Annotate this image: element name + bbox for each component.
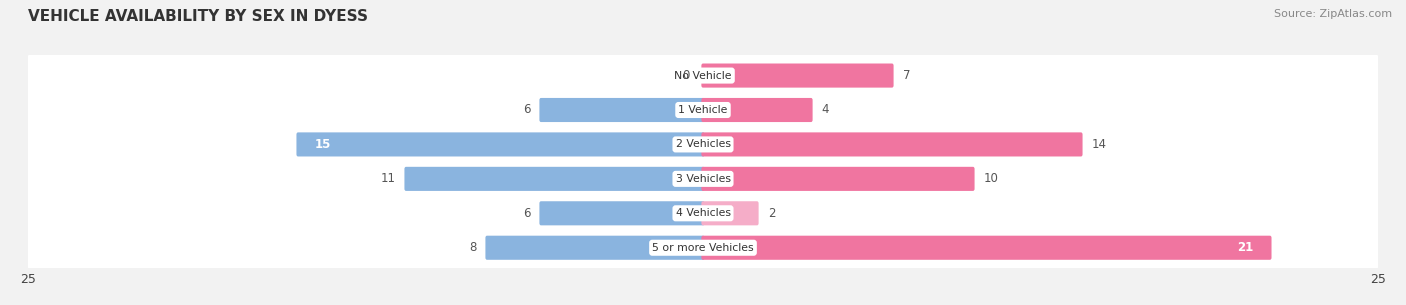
FancyBboxPatch shape bbox=[27, 192, 1379, 234]
Text: 21: 21 bbox=[1237, 241, 1254, 254]
Text: 14: 14 bbox=[1091, 138, 1107, 151]
Text: 6: 6 bbox=[523, 103, 530, 117]
FancyBboxPatch shape bbox=[27, 158, 1379, 200]
Text: 8: 8 bbox=[468, 241, 477, 254]
Text: 0: 0 bbox=[682, 69, 689, 82]
Text: No Vehicle: No Vehicle bbox=[675, 70, 731, 81]
FancyBboxPatch shape bbox=[297, 132, 704, 156]
FancyBboxPatch shape bbox=[702, 201, 759, 225]
FancyBboxPatch shape bbox=[702, 132, 1083, 156]
Text: 6: 6 bbox=[523, 207, 530, 220]
Text: 2 Vehicles: 2 Vehicles bbox=[675, 139, 731, 149]
FancyBboxPatch shape bbox=[540, 201, 704, 225]
FancyBboxPatch shape bbox=[27, 124, 1379, 165]
FancyBboxPatch shape bbox=[27, 55, 1379, 97]
FancyBboxPatch shape bbox=[27, 89, 1379, 131]
FancyBboxPatch shape bbox=[702, 167, 974, 191]
FancyBboxPatch shape bbox=[540, 98, 704, 122]
Text: 10: 10 bbox=[984, 172, 998, 185]
Text: 4 Vehicles: 4 Vehicles bbox=[675, 208, 731, 218]
Text: 2: 2 bbox=[768, 207, 775, 220]
Text: 4: 4 bbox=[821, 103, 830, 117]
FancyBboxPatch shape bbox=[485, 236, 704, 260]
Text: 15: 15 bbox=[315, 138, 330, 151]
FancyBboxPatch shape bbox=[702, 63, 894, 88]
Text: 5 or more Vehicles: 5 or more Vehicles bbox=[652, 243, 754, 253]
Text: 11: 11 bbox=[380, 172, 395, 185]
FancyBboxPatch shape bbox=[405, 167, 704, 191]
FancyBboxPatch shape bbox=[702, 98, 813, 122]
Text: 7: 7 bbox=[903, 69, 910, 82]
Text: 3 Vehicles: 3 Vehicles bbox=[675, 174, 731, 184]
Text: 1 Vehicle: 1 Vehicle bbox=[678, 105, 728, 115]
FancyBboxPatch shape bbox=[702, 236, 1271, 260]
Text: VEHICLE AVAILABILITY BY SEX IN DYESS: VEHICLE AVAILABILITY BY SEX IN DYESS bbox=[28, 9, 368, 24]
Text: Source: ZipAtlas.com: Source: ZipAtlas.com bbox=[1274, 9, 1392, 19]
FancyBboxPatch shape bbox=[27, 227, 1379, 269]
